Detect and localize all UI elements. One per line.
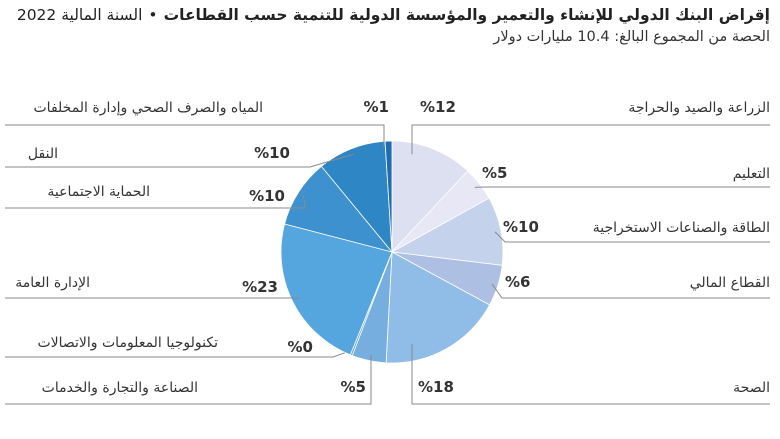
slice-percent-label: %1 xyxy=(364,98,389,116)
leader-line xyxy=(491,283,770,299)
slice-percent-label: %10 xyxy=(503,218,539,236)
slice-category-label: القطاع المالي xyxy=(690,275,770,291)
slice-percent-label: %5 xyxy=(341,378,366,396)
slice-percent-label: %5 xyxy=(482,164,507,182)
pie-slice xyxy=(280,223,393,356)
leader-line xyxy=(5,124,385,148)
slice-percent-label: %12 xyxy=(420,98,456,116)
leader-line xyxy=(494,231,770,243)
pie-slice xyxy=(391,140,469,254)
leader-line xyxy=(5,153,354,168)
leader-line xyxy=(5,297,299,300)
slice-category-label: الصحة xyxy=(733,380,770,396)
leader-line xyxy=(411,124,770,155)
chart-header: إقراض البنك الدولي للإنشاء والتعمير والم… xyxy=(10,4,770,48)
slice-category-label: المياه والصرف الصحي وإدارة المخلفات xyxy=(34,100,264,116)
chart-title: إقراض البنك الدولي للإنشاء والتعمير والم… xyxy=(163,6,770,24)
slice-percent-label: %10 xyxy=(254,144,290,162)
slice-percent-label: %23 xyxy=(242,278,278,296)
chart-title-line: إقراض البنك الدولي للإنشاء والتعمير والم… xyxy=(10,4,770,26)
slice-category-label: تكنولوجيا المعلومات والاتصالات xyxy=(37,335,218,351)
slice-percent-label: %18 xyxy=(418,378,454,396)
slice-category-label: الحماية الاجتماعية xyxy=(47,184,150,200)
pie-slice xyxy=(385,251,491,364)
leader-line xyxy=(5,195,306,209)
leader-line xyxy=(5,354,372,405)
slice-percent-label: %0 xyxy=(288,338,313,356)
slice-category-label: التعليم xyxy=(733,166,770,182)
pie-slice xyxy=(384,140,393,253)
slice-category-label: النقل xyxy=(28,146,58,162)
title-separator: • xyxy=(148,6,158,24)
slice-category-label: الصناعة والتجارة والخدمات xyxy=(42,380,198,396)
chart-subtitle: الحصة من المجموع البالغ: 10.4 مليارات دو… xyxy=(493,29,770,45)
slice-percent-label: %6 xyxy=(505,273,530,291)
slice-category-label: الإدارة العامة xyxy=(15,275,90,291)
slice-category-label: الزراعة والصيد والحراجة xyxy=(628,100,770,116)
slice-percent-label: %10 xyxy=(249,187,285,205)
fiscal-year: السنة المالية 2022 xyxy=(16,6,143,24)
leader-line xyxy=(411,343,770,405)
slice-category-label: الطاقة والصناعات الاستخراجية xyxy=(593,220,770,236)
